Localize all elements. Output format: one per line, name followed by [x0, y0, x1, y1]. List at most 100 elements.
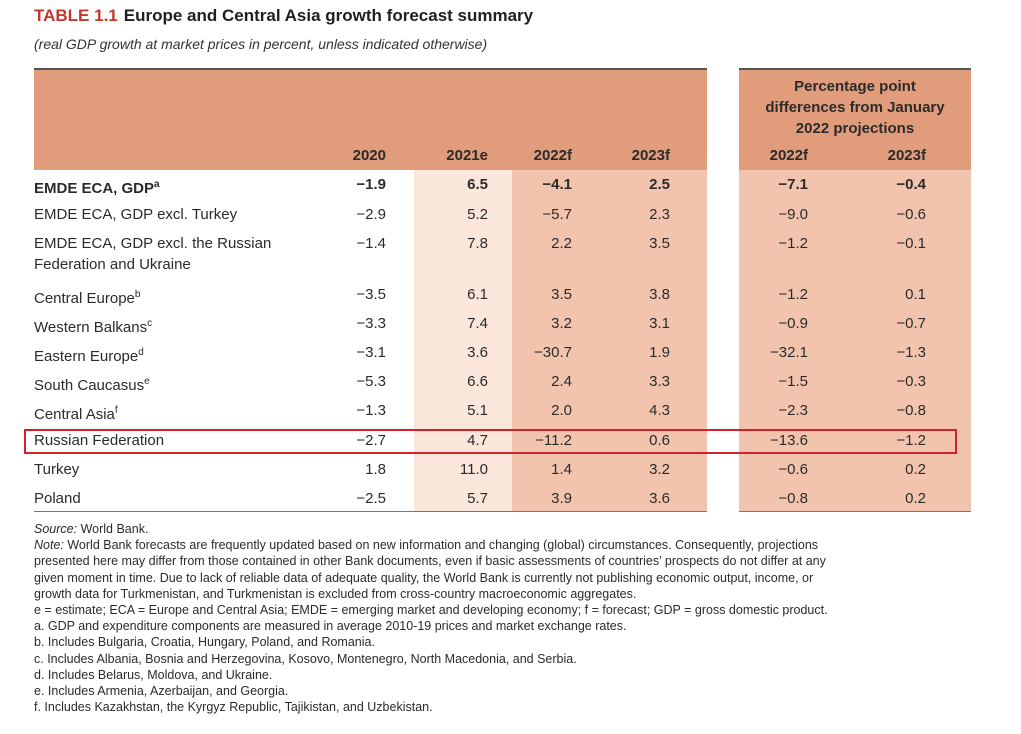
table-number: TABLE 1.1: [34, 6, 118, 25]
footnote: f. Includes Kazakhstan, the Kyrgyz Repub…: [34, 700, 433, 715]
table-cell: 3.6: [467, 344, 488, 361]
table-cell: −1.2: [778, 235, 808, 252]
table-cell: −1.2: [778, 286, 808, 303]
row-label-text: EMDE ECA, GDP excl. the Russian: [34, 235, 272, 252]
table-cell: −0.6: [896, 206, 926, 223]
table-cell: 3.1: [649, 315, 670, 332]
table-cell: −13.6: [770, 432, 808, 449]
difference-header: Percentage point differences from Januar…: [739, 76, 971, 139]
note-text: World Bank forecasts are frequently upda…: [63, 538, 819, 553]
table-cell: −1.3: [356, 402, 386, 419]
row-label-text: EMDE ECA, GDP excl. Turkey: [34, 206, 238, 223]
table-cell: 5.1: [467, 402, 488, 419]
source-text: World Bank.: [77, 522, 149, 536]
bottom-rule-main: [34, 511, 707, 512]
table-cell: 2.3: [649, 206, 670, 223]
estimate-column-band: [414, 170, 512, 512]
table-cell: −7.1: [778, 176, 808, 193]
row-label-text: EMDE ECA, GDP: [34, 180, 155, 197]
table-cell: 6.6: [467, 373, 488, 390]
forecast-columns-band: [512, 170, 707, 512]
table-cell: −9.0: [778, 206, 808, 223]
table-cell: 0.1: [905, 286, 926, 303]
table-cell: 0.2: [905, 461, 926, 478]
table-cell: 3.8: [649, 286, 670, 303]
table-cell: −0.8: [896, 402, 926, 419]
row-label-text: Federation and Ukraine: [34, 256, 191, 273]
table-cell: 6.5: [467, 176, 488, 193]
row-label: Russian Federation: [34, 430, 164, 451]
difference-header-line: 2022 projections: [795, 120, 915, 137]
table-cell: −2.5: [356, 490, 386, 507]
table-cell: 11.0: [459, 461, 488, 478]
note-line: Note: World Bank forecasts are frequentl…: [34, 537, 974, 553]
table-cell: −3.1: [356, 344, 386, 361]
table-subtitle: (real GDP growth at market prices in per…: [34, 36, 488, 52]
table-cell: −2.9: [356, 206, 386, 223]
row-label-text: Eastern Europe: [34, 348, 139, 365]
table-title: TABLE 1.1 Europe and Central Asia growth …: [34, 6, 533, 26]
footnote: d. Includes Belarus, Moldova, and Ukrain…: [34, 667, 273, 682]
table-cell: 5.2: [467, 206, 488, 223]
table-cell: −0.7: [896, 315, 926, 332]
note-line: growth data for Turkmenistan, and Turkme…: [34, 586, 637, 601]
table-cell: −2.3: [778, 402, 808, 419]
column-header: 2020: [352, 147, 386, 164]
table-cell: −0.9: [778, 315, 808, 332]
row-label-text: Western Balkans: [34, 319, 148, 336]
footnote-marker: c: [147, 318, 153, 329]
table-cell: −32.1: [770, 344, 808, 361]
row-label: EMDE ECA, GDPa: [34, 174, 160, 199]
table-cell: 5.7: [467, 490, 488, 507]
table-cell: 4.7: [467, 432, 488, 449]
column-header: 2021e: [446, 147, 488, 164]
table-cell: 4.3: [649, 402, 670, 419]
footnote: e. Includes Armenia, Azerbaijan, and Geo…: [34, 684, 289, 699]
table-cell: 3.9: [551, 490, 572, 507]
table-cell: 0.2: [905, 490, 926, 507]
table-cell: 3.2: [649, 461, 670, 478]
difference-columns-band: [739, 170, 971, 512]
footnote-marker: f: [114, 405, 118, 416]
footnote: a. GDP and expenditure components are me…: [34, 619, 627, 634]
table-cell: 2.2: [551, 235, 572, 252]
note-line: presented here may differ from those con…: [34, 554, 826, 569]
table-cell: −4.1: [542, 176, 572, 193]
note-line: given moment in time. Due to lack of rel…: [34, 570, 814, 585]
table-cell: 3.3: [649, 373, 670, 390]
column-header: 2023f: [887, 147, 926, 164]
row-label: EMDE ECA, GDP excl. Turkey: [34, 204, 237, 225]
column-header: 2022f: [769, 147, 808, 164]
table-cell: 3.5: [551, 286, 572, 303]
difference-header-line: Percentage point: [794, 78, 916, 95]
footnote: e = estimate; ECA = Europe and Central A…: [34, 603, 828, 618]
table-cell: 3.6: [649, 490, 670, 507]
bottom-rule-differences: [739, 511, 971, 512]
row-label: Eastern Europed: [34, 342, 144, 367]
table-cell: −0.4: [896, 176, 926, 193]
header-band-differences: [739, 68, 971, 170]
table-cell: 3.2: [551, 315, 572, 332]
table-cell: −1.2: [896, 432, 926, 449]
table-cell: −0.1: [896, 235, 926, 252]
table-cell: −30.7: [534, 344, 572, 361]
header-band-main: [34, 68, 707, 170]
table-cell: −1.5: [778, 373, 808, 390]
table-cell: 7.4: [467, 315, 488, 332]
table-cell: −2.7: [356, 432, 386, 449]
row-label-text: South Caucasus: [34, 377, 145, 394]
table-cell: −1.9: [356, 176, 386, 193]
row-label-text: Poland: [34, 490, 81, 507]
row-label-text: Central Europe: [34, 290, 135, 307]
row-label-text: Central Asia: [34, 406, 115, 423]
table-notes: Source: World Bank. Note: World Bank for…: [34, 521, 974, 715]
table-cell: 1.4: [551, 461, 572, 478]
footnote-marker: d: [138, 347, 144, 358]
table-cell: 0.6: [649, 432, 670, 449]
footnote-marker: e: [144, 376, 150, 387]
table-cell: −0.6: [778, 461, 808, 478]
table-cell: −11.2: [535, 432, 572, 449]
row-label: Western Balkansc: [34, 313, 152, 338]
table-cell: −3.5: [356, 286, 386, 303]
note-label: Note:: [34, 538, 64, 553]
